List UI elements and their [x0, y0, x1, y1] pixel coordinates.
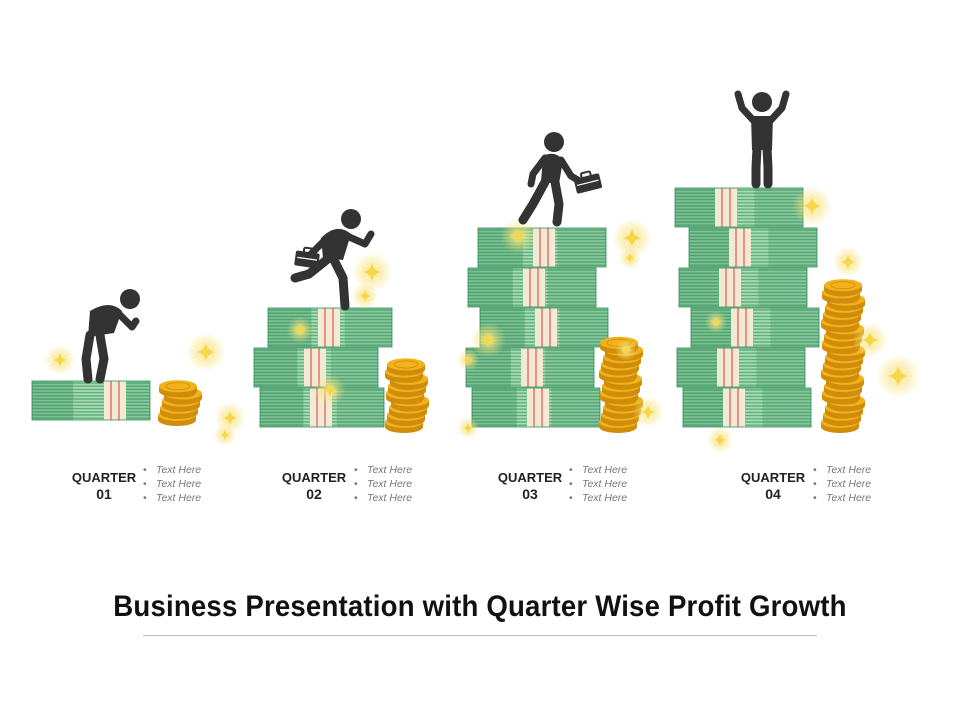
money-bill: [32, 381, 150, 420]
money-band: [521, 348, 543, 387]
money-band: [731, 308, 753, 347]
sparkle-icon: [286, 316, 314, 344]
sparkle-icon: [457, 349, 479, 371]
money-bill: [683, 388, 811, 427]
quarter-04-bullet: Text Here: [813, 491, 871, 505]
briefcase-icon: [294, 246, 320, 269]
money-stack-q2: [253, 307, 393, 428]
quarter-01-label-text: QUARTER: [71, 470, 137, 485]
sparkle-icon: [615, 339, 637, 361]
page-title: Business Presentation with Quarter Wise …: [113, 590, 847, 623]
money-band: [523, 268, 545, 307]
sparkle-icon: [214, 424, 236, 446]
sparkle-icon: [352, 252, 392, 292]
sparkle-icon: [792, 186, 832, 226]
quarter-02-number: 02: [306, 486, 322, 502]
walking-person-briefcase-icon: [518, 132, 603, 227]
sparkle-icon: [705, 311, 727, 333]
money-stack-q3: [465, 227, 609, 428]
quarter-04-bullets: Text Here Text Here Text Here: [813, 463, 871, 505]
money-band: [715, 188, 737, 227]
quarter-04-number: 04: [765, 486, 781, 502]
sparkle-icon: [832, 246, 864, 278]
sparkle-icon: [314, 374, 346, 406]
money-band: [318, 308, 340, 347]
money-bill: [675, 188, 803, 227]
quarter-04-label-text: QUARTER: [740, 470, 806, 485]
money-band: [717, 348, 739, 387]
sparkle-icon: [612, 218, 652, 258]
briefcase-icon: [573, 170, 603, 194]
coin-stack-q1: [158, 380, 202, 426]
sparkle-icon: [852, 322, 888, 358]
quarter-03-bullet: Text Here: [569, 463, 627, 477]
quarter-02-bullet: Text Here: [354, 491, 412, 505]
title-divider: [143, 635, 817, 636]
quarter-03-label: QUARTER 03: [490, 470, 570, 502]
quarter-02-bullet: Text Here: [354, 477, 412, 491]
sparkle-icon: [470, 322, 506, 358]
celebrating-person-icon: [734, 90, 790, 189]
sparkle-icon: [632, 396, 664, 428]
quarter-04-label: QUARTER 04: [733, 470, 813, 502]
coin: [159, 380, 197, 398]
money-band: [723, 388, 745, 427]
quarter-02-bullet: Text Here: [354, 463, 412, 477]
money-band: [729, 228, 751, 267]
money-band: [719, 268, 741, 307]
sparkle-icon: [619, 247, 641, 269]
sparkle-icon: [186, 332, 226, 372]
coin: [824, 279, 862, 297]
money-stack-q4: [674, 187, 820, 428]
money-band: [533, 228, 555, 267]
money-band: [104, 381, 126, 420]
coin-stack-q4: [821, 279, 865, 433]
sparkle-icon: [457, 417, 479, 439]
sparkle-icon: [44, 344, 76, 376]
quarter-03-bullets: Text Here Text Here Text Here: [569, 463, 627, 505]
money-stack-q1: [31, 380, 151, 421]
running-person-briefcase-icon: [290, 209, 375, 311]
quarter-03-number: 03: [522, 486, 538, 502]
quarter-03-bullet: Text Here: [569, 477, 627, 491]
coin-stack-q2: [385, 358, 429, 433]
quarter-04-bullet: Text Here: [813, 463, 871, 477]
sparkle-icon: [876, 354, 920, 398]
quarter-04-bullet: Text Here: [813, 477, 871, 491]
sparkle-icon: [500, 218, 536, 254]
sparkle-icon: [351, 282, 379, 310]
money-band: [527, 388, 549, 427]
money-band: [535, 308, 557, 347]
coin: [387, 358, 425, 376]
quarter-01-bullet: Text Here: [143, 463, 201, 477]
quarter-03-bullet: Text Here: [569, 491, 627, 505]
quarter-01-bullet: Text Here: [143, 477, 201, 491]
tired-person-icon: [81, 289, 140, 384]
quarter-02-label-text: QUARTER: [281, 470, 347, 485]
sparkle-icon: [706, 426, 734, 454]
quarter-01-label: QUARTER 01: [64, 470, 144, 502]
quarter-01-number: 01: [96, 486, 112, 502]
money-bill: [679, 268, 807, 307]
quarter-01-bullet: Text Here: [143, 491, 201, 505]
money-bill: [689, 228, 817, 267]
money-band: [304, 348, 326, 387]
quarter-03-label-text: QUARTER: [497, 470, 563, 485]
money-bill: [677, 348, 805, 387]
quarter-01-bullets: Text Here Text Here Text Here: [143, 463, 201, 505]
quarter-02-label: QUARTER 02: [274, 470, 354, 502]
quarter-02-bullets: Text Here Text Here Text Here: [354, 463, 412, 505]
